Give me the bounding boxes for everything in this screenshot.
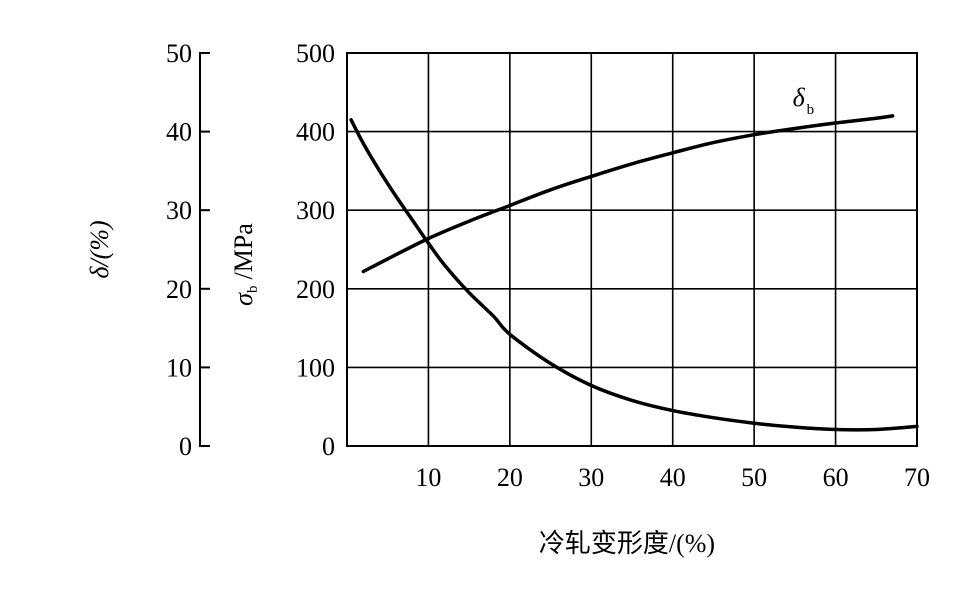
series-sigma-curve — [349, 118, 919, 432]
series-label-symbol: δ — [793, 83, 806, 112]
x-tick-label: 40 — [660, 463, 686, 492]
x-tick-label: 50 — [741, 463, 767, 492]
delta-tick-label: 40 — [166, 118, 192, 147]
x-axis-title: 冷轧变形度/(%) — [539, 529, 715, 558]
delta-axis-title: δ/(%) — [85, 220, 114, 278]
curves-layer — [349, 114, 919, 432]
sigma-tick-label: 400 — [296, 118, 335, 147]
sigma-tick-label: 300 — [296, 196, 335, 225]
delta-tick-label: 30 — [166, 196, 192, 225]
series-delta-curve — [361, 114, 895, 274]
grid-layer — [347, 53, 917, 446]
x-tick-label: 70 — [904, 463, 930, 492]
x-tick-label: 10 — [415, 463, 441, 492]
delta-tick-label: 50 — [166, 39, 192, 68]
series-label-subscript: b — [807, 102, 815, 118]
sigma-tick-label: 100 — [296, 353, 335, 382]
sigma-axis-symbol: σ — [229, 292, 258, 306]
delta-tick-label: 10 — [166, 353, 192, 382]
sigma-axis-subscript: b — [245, 286, 261, 294]
x-tick-label: 20 — [497, 463, 523, 492]
plot-frame — [346, 52, 918, 447]
delta-tick-label: 0 — [179, 432, 192, 461]
x-tick-label: 60 — [823, 463, 849, 492]
sigma-axis-unit: /MPa — [229, 223, 258, 280]
sigma-tick-label: 500 — [296, 39, 335, 68]
sigma-tick-label: 0 — [322, 432, 335, 461]
sigma-tick-label: 200 — [296, 275, 335, 304]
delta-tick-label: 20 — [166, 275, 192, 304]
x-tick-label: 30 — [578, 463, 604, 492]
sigma-axis-title: σb/MPa — [229, 223, 261, 306]
